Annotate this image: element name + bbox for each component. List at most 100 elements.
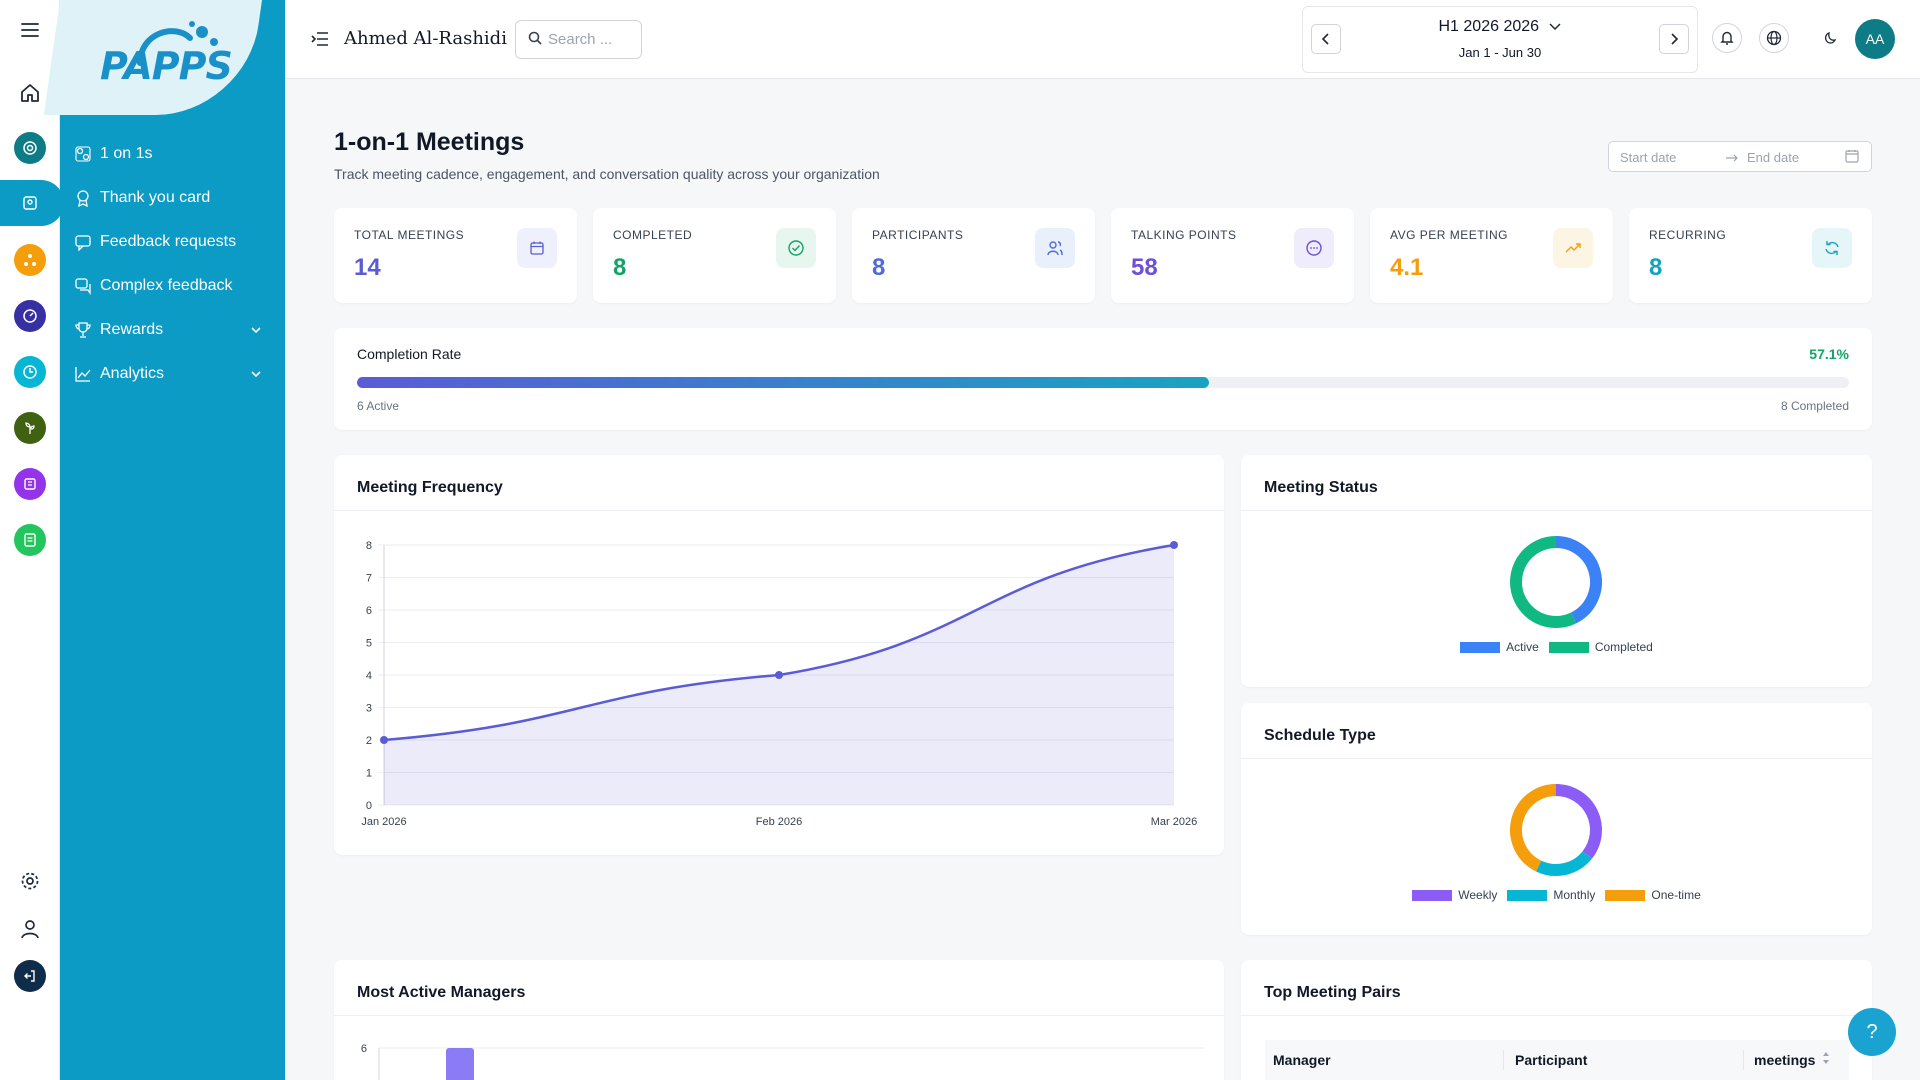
menu-item-feedback-requests[interactable]: Feedback requests	[74, 227, 274, 257]
y-tick-label: 8	[366, 540, 372, 552]
stat-card-talking-points: TALKING POINTS 58	[1111, 208, 1354, 303]
menu-item-label: Rewards	[100, 321, 164, 338]
home-icon[interactable]	[0, 80, 60, 106]
sort-icon[interactable]	[1821, 1050, 1831, 1071]
column-header-manager[interactable]: Manager	[1273, 1052, 1331, 1068]
column-header-participant[interactable]: Participant	[1515, 1052, 1588, 1068]
profile-icon[interactable]	[0, 916, 60, 942]
stat-value: 14	[354, 254, 381, 281]
chevron-down-icon	[250, 365, 262, 383]
refresh-icon	[1812, 228, 1852, 268]
search-icon	[528, 31, 542, 49]
pie-slice	[1555, 784, 1602, 859]
help-icon: ?	[1866, 1020, 1878, 1043]
data-point	[1170, 541, 1178, 549]
end-date-input[interactable]: End date	[1747, 150, 1800, 165]
x-tick-label: Mar 2026	[1151, 816, 1197, 828]
globe-icon	[1766, 30, 1782, 46]
collapse-menu-icon[interactable]	[311, 31, 329, 52]
calendar-icon	[1845, 149, 1859, 166]
notes-app-icon[interactable]	[0, 524, 60, 556]
bar	[446, 1048, 474, 1080]
meeting-frequency-card: Meeting Frequency 0 1 2 3 4 5 6 7 8 Jan 2026 Feb 2…	[334, 455, 1224, 855]
hamburger-menu-icon[interactable]	[0, 18, 60, 42]
language-button[interactable]	[1759, 23, 1789, 53]
chevron-left-icon	[1321, 33, 1329, 45]
legend-label: One-time	[1651, 888, 1701, 902]
chevron-down-icon	[250, 321, 262, 339]
y-tick-label: 1	[366, 768, 372, 780]
y-tick-label: 6	[361, 1043, 367, 1055]
menu-item-complex-feedback[interactable]: Complex feedback	[74, 271, 274, 301]
schedule-type-card: Schedule Type Weekly Monthly One-time	[1241, 703, 1872, 935]
stat-label: PARTICIPANTS	[872, 228, 964, 242]
section-divider	[334, 510, 1224, 511]
one-on-one-app-icon[interactable]	[0, 187, 60, 219]
gauge-icon	[14, 300, 46, 332]
column-divider	[1503, 1050, 1504, 1070]
chart-line-icon	[74, 365, 92, 383]
next-period-button[interactable]	[1659, 24, 1689, 54]
legend-label: Completed	[1594, 640, 1653, 654]
growth-app-icon[interactable]	[0, 412, 60, 444]
search-input[interactable]: Search ...	[515, 20, 642, 59]
legend-swatch	[1412, 889, 1453, 901]
trend-up-icon	[1553, 228, 1593, 268]
settings-icon[interactable]	[0, 868, 60, 894]
users-icon	[1035, 228, 1075, 268]
dark-mode-toggle[interactable]	[1823, 30, 1839, 51]
help-button[interactable]: ?	[1848, 1008, 1896, 1056]
legend-item[interactable]: One-time	[1605, 888, 1701, 902]
menu-item-rewards[interactable]: Rewards	[74, 315, 274, 345]
stat-card-participants: PARTICIPANTS 8	[852, 208, 1095, 303]
section-title: Top Meeting Pairs	[1264, 984, 1401, 1001]
pie-slice	[1510, 784, 1557, 872]
data-point	[775, 671, 783, 679]
arrow-right-icon	[1725, 150, 1739, 165]
section-title: Most Active Managers	[357, 984, 526, 1001]
top-bar: Ahmed Al-Rashidi Search ... H1 2026 2026…	[285, 0, 1920, 79]
docs-app-icon[interactable]	[0, 468, 60, 500]
stat-label: TALKING POINTS	[1131, 228, 1237, 242]
column-header-meetings[interactable]: meetings	[1754, 1052, 1816, 1068]
target-icon	[14, 132, 46, 164]
legend-item[interactable]: Weekly	[1412, 888, 1497, 902]
legend-item[interactable]: Monthly	[1507, 888, 1595, 902]
stat-card-recurring: RECURRING 8	[1629, 208, 1872, 303]
notifications-button[interactable]	[1712, 23, 1742, 53]
avatar[interactable]: AA	[1855, 19, 1895, 59]
search-placeholder: Search ...	[548, 31, 613, 48]
x-tick-label: Jan 2026	[361, 816, 406, 828]
previous-period-button[interactable]	[1311, 24, 1341, 54]
menu-item-1-on-1s[interactable]: 1 on 1s	[74, 139, 274, 169]
pairs-table-header: Manager Participant meetings	[1265, 1040, 1849, 1080]
legend-item[interactable]: Active	[1460, 640, 1539, 654]
y-tick-label: 6	[366, 605, 372, 617]
start-date-input[interactable]: Start date	[1620, 150, 1677, 165]
active-count-note: 6 Active	[357, 399, 400, 413]
period-title[interactable]: H1 2026 2026	[1303, 18, 1697, 36]
menu-item-label: Feedback requests	[100, 233, 237, 250]
side-menu: PAPPS 1 on 1s Thank you card Feedback re…	[43, 0, 285, 1080]
stat-label: COMPLETED	[613, 228, 693, 242]
target-app-icon[interactable]	[0, 132, 60, 164]
y-tick-label: 4	[366, 670, 372, 682]
chat-icon	[74, 277, 92, 295]
menu-item-analytics[interactable]: Analytics	[74, 359, 274, 389]
schedule-type-donut	[1510, 784, 1602, 876]
chevron-down-icon	[1549, 23, 1562, 31]
check-circle-icon	[776, 228, 816, 268]
completion-percent: 57.1%	[1809, 346, 1849, 362]
network-app-icon[interactable]	[0, 244, 60, 276]
legend-item[interactable]: Completed	[1548, 640, 1653, 654]
y-tick-label: 3	[366, 703, 372, 715]
time-app-icon[interactable]	[0, 356, 60, 388]
menu-item-label: Complex feedback	[100, 277, 233, 294]
section-divider	[1241, 510, 1872, 511]
logout-icon[interactable]	[0, 960, 60, 992]
dashboard-app-icon[interactable]	[0, 300, 60, 332]
data-point	[380, 736, 388, 744]
legend-label: Weekly	[1458, 888, 1498, 902]
menu-item-thank-you-card[interactable]: Thank you card	[74, 183, 274, 213]
date-range-picker[interactable]: Start date End date	[1608, 141, 1872, 172]
